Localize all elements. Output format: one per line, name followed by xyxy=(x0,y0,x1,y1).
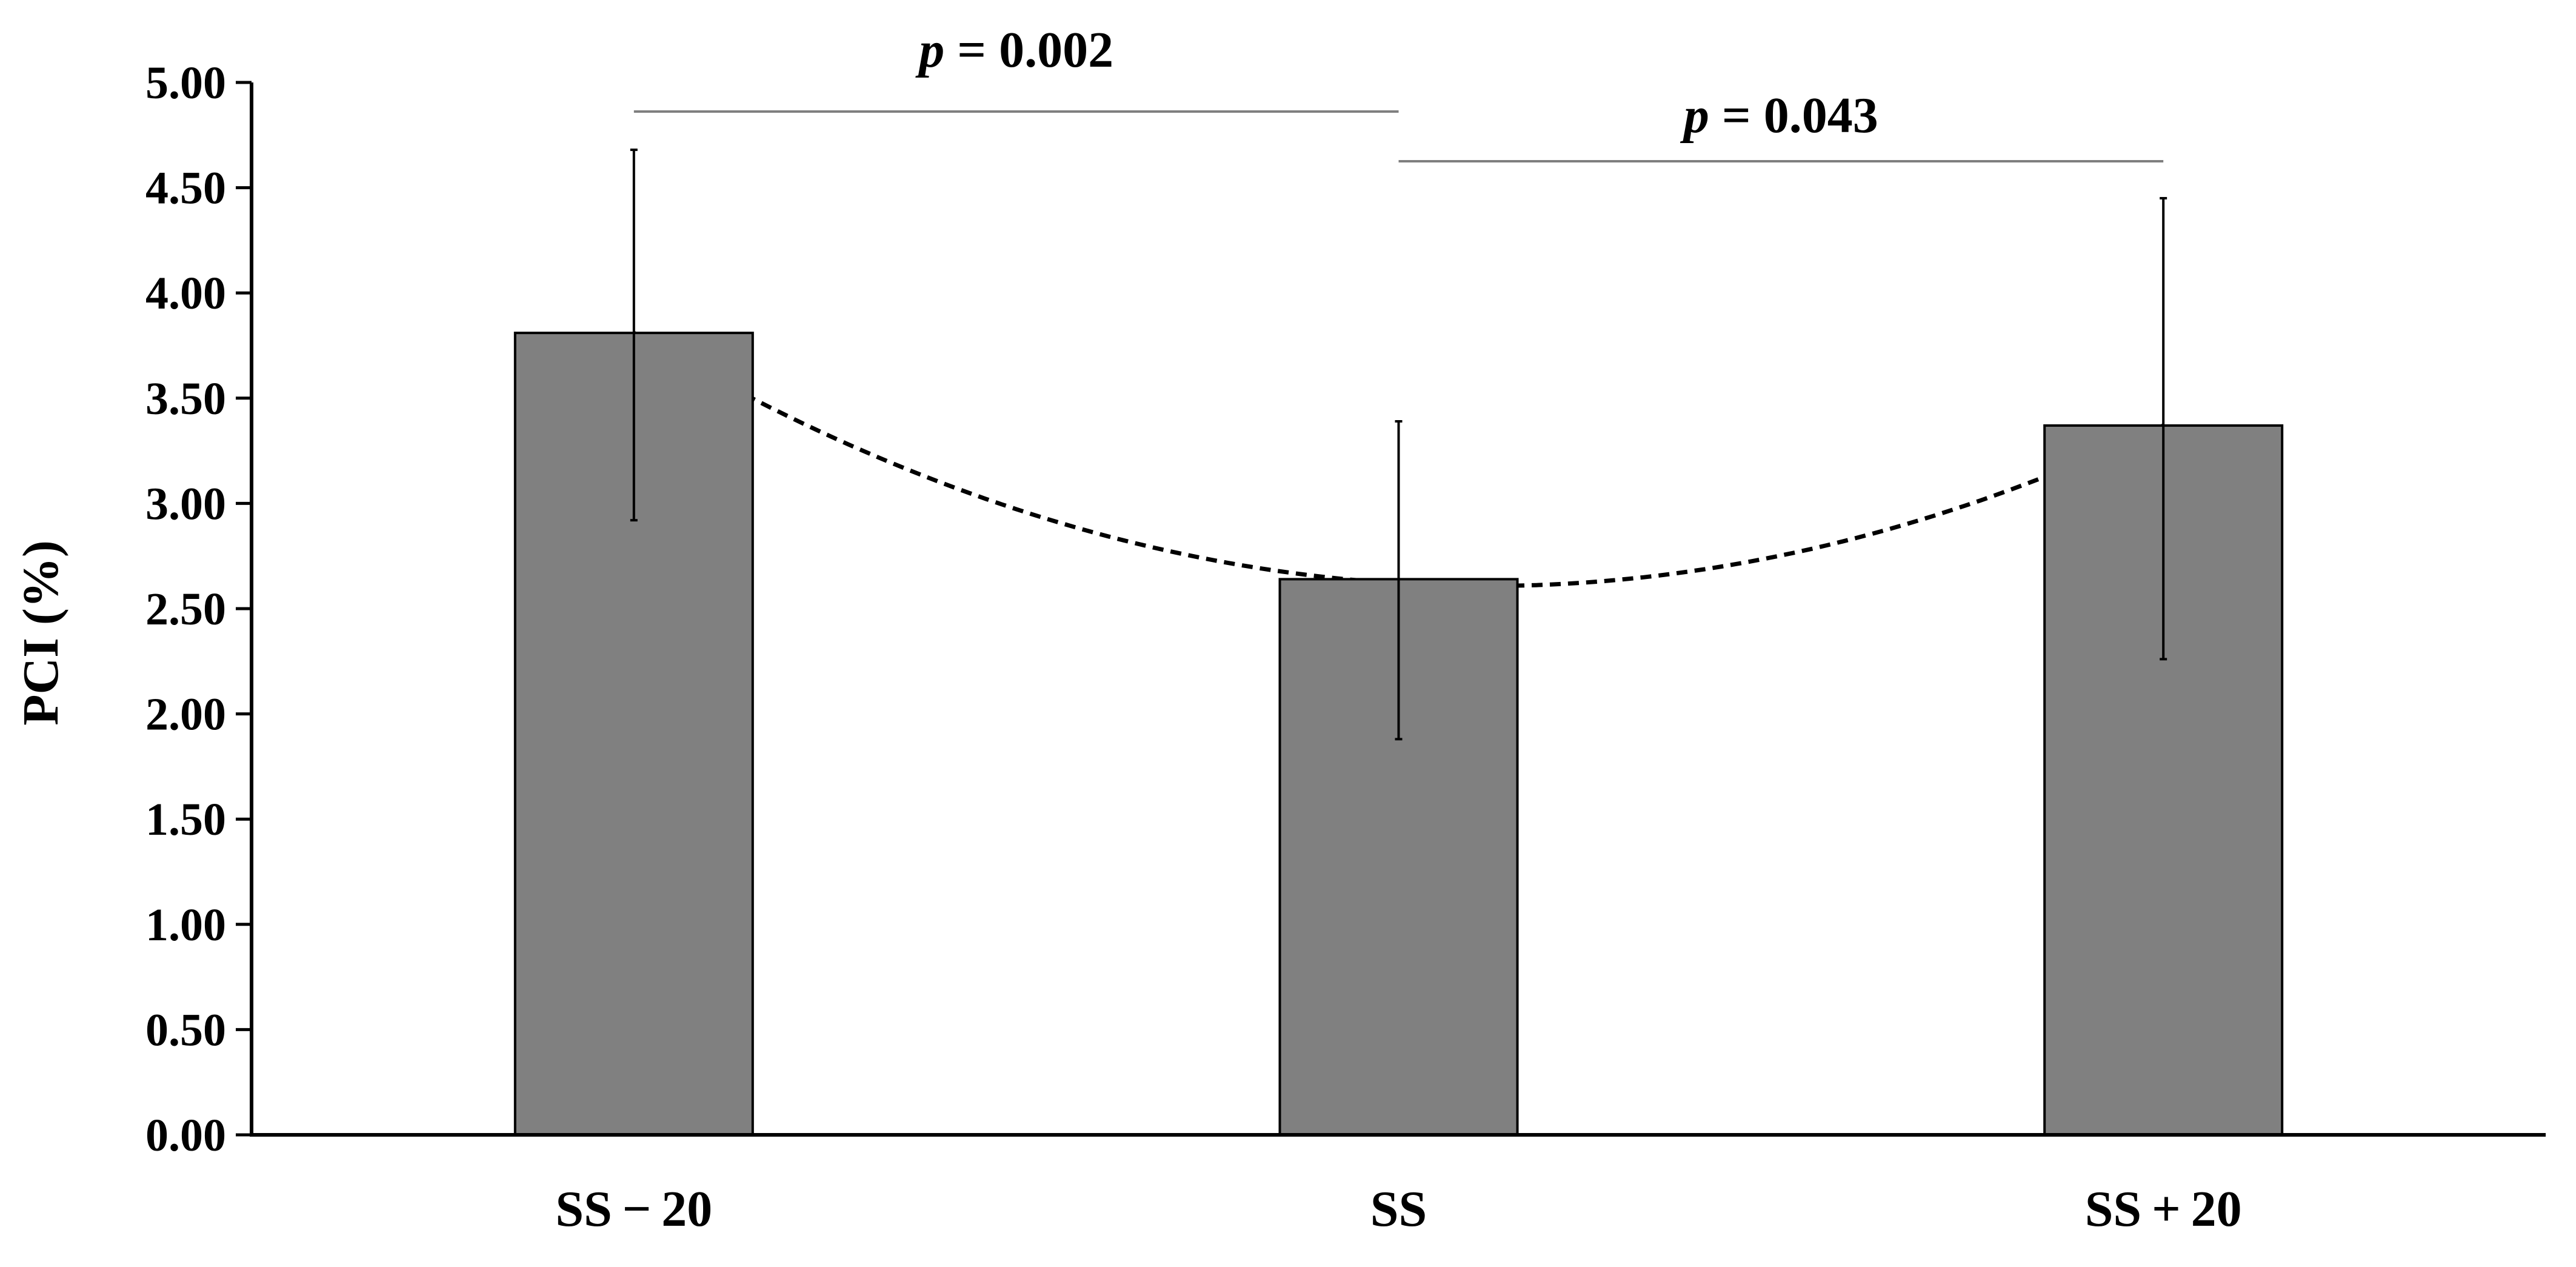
y-tick-label-1: 0.50 xyxy=(145,1005,226,1055)
p-symbol: p xyxy=(915,22,944,78)
y-tick-label-0: 0.00 xyxy=(145,1110,226,1161)
y-tick-label-4: 2.00 xyxy=(145,689,226,740)
y-tick-label-8: 4.00 xyxy=(145,268,226,319)
y-tick-label-3: 1.50 xyxy=(145,794,226,845)
y-tick-label-5: 2.50 xyxy=(145,584,226,635)
y-tick-label-6: 3.00 xyxy=(145,478,226,529)
y-axis-title: PCI (%) xyxy=(13,540,69,726)
p-value: = 0.043 xyxy=(1709,87,1878,144)
x-category-label-2: SS + 20 xyxy=(2085,1181,2242,1237)
y-tick-label-10: 5.00 xyxy=(145,58,226,109)
x-category-label-0: SS − 20 xyxy=(555,1181,712,1237)
trend-line xyxy=(633,331,2164,589)
y-tick-label-2: 1.00 xyxy=(145,900,226,951)
y-tick-label-9: 4.50 xyxy=(145,163,226,214)
p-value: = 0.002 xyxy=(944,22,1113,78)
p-symbol: p xyxy=(1680,87,1709,144)
significance-label-1: p = 0.043 xyxy=(1680,87,1878,144)
y-tick-label-7: 3.50 xyxy=(145,373,226,424)
x-category-label-1: SS xyxy=(1370,1181,1427,1237)
significance-label-0: p = 0.002 xyxy=(915,22,1113,78)
